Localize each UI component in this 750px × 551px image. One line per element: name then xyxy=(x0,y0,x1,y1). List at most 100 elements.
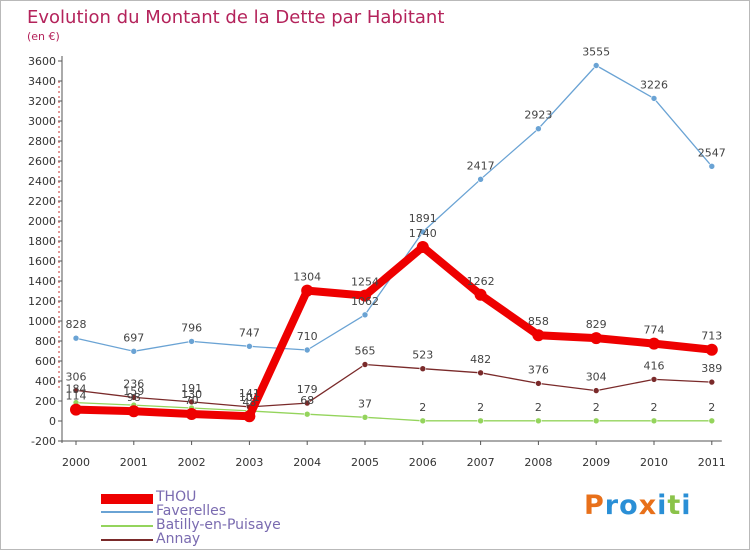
data-point xyxy=(650,95,658,102)
y-tick-label: 0 xyxy=(49,415,56,428)
data-point xyxy=(361,361,369,368)
x-tick-label: 2004 xyxy=(293,456,321,469)
x-tick-label: 2002 xyxy=(178,456,206,469)
data-label: 713 xyxy=(701,330,722,343)
data-label: 2 xyxy=(593,401,600,414)
data-point xyxy=(592,62,600,69)
data-label: 3226 xyxy=(640,78,668,91)
data-point xyxy=(188,338,195,345)
y-tick-label: 1200 xyxy=(28,295,56,308)
data-label: 48 xyxy=(242,396,256,409)
logo-letter: r xyxy=(604,490,620,521)
y-tick-label: 1000 xyxy=(28,315,56,328)
y-tick-label: 1400 xyxy=(28,275,56,288)
data-label: 101 xyxy=(239,391,260,404)
data-label: 141 xyxy=(239,387,260,400)
data-label: 1740 xyxy=(409,227,437,240)
data-point xyxy=(708,417,716,425)
legend-label-thou: THOU xyxy=(156,489,197,505)
x-tick-label: 2001 xyxy=(120,456,148,469)
data-label: 2923 xyxy=(524,109,552,122)
data-label: 482 xyxy=(470,353,491,366)
data-point xyxy=(188,398,195,406)
data-point xyxy=(416,241,429,253)
data-point xyxy=(592,417,600,425)
data-point xyxy=(650,417,658,425)
x-tick-label: 2007 xyxy=(467,456,495,469)
logo-letter: i xyxy=(681,490,692,521)
x-tick-label: 2009 xyxy=(582,456,610,469)
data-label: 37 xyxy=(358,397,372,410)
y-tick-label: 2600 xyxy=(28,155,56,168)
y-tick-label: -200 xyxy=(31,435,56,448)
data-point xyxy=(532,329,545,342)
data-label: 523 xyxy=(412,349,433,362)
data-point xyxy=(361,311,369,319)
proxiti-logo: Proxiti xyxy=(584,490,692,521)
data-label: 697 xyxy=(123,331,144,344)
legend-label-annay: Annay xyxy=(156,531,201,547)
y-tick-label: 800 xyxy=(35,335,56,348)
data-label: 114 xyxy=(66,390,87,403)
data-point xyxy=(477,176,484,183)
data-point xyxy=(477,369,484,377)
data-point xyxy=(650,376,658,383)
data-point xyxy=(303,346,311,354)
y-tick-label: 2200 xyxy=(28,195,56,208)
data-label: 98 xyxy=(127,391,141,404)
data-label: 3555 xyxy=(582,46,610,59)
y-tick-label: 3400 xyxy=(28,75,56,88)
data-point xyxy=(535,125,542,132)
legend-swatch-annay xyxy=(101,539,153,541)
chart-title: Evolution du Montant de la Dette par Hab… xyxy=(27,7,445,28)
y-tick-label: 200 xyxy=(35,395,56,408)
data-label: 829 xyxy=(586,318,607,331)
logo-letter: x xyxy=(638,490,658,521)
y-tick-label: 600 xyxy=(35,355,56,368)
data-point xyxy=(303,410,311,418)
legend-swatch-thou xyxy=(101,494,153,504)
logo-letter: t xyxy=(667,490,682,521)
data-point xyxy=(708,163,716,170)
data-label: 2 xyxy=(477,401,484,414)
series-line-thou xyxy=(72,243,716,421)
x-tick-label: 2006 xyxy=(409,456,437,469)
data-point xyxy=(301,284,314,297)
data-point xyxy=(246,342,253,350)
y-tick-label: 1800 xyxy=(28,235,56,248)
series-line-batilly-en-puisaye xyxy=(75,401,713,422)
x-tick-label: 2011 xyxy=(698,456,726,469)
data-point xyxy=(130,394,138,401)
legend-label-batilly: Batilly-en-Puisaye xyxy=(156,517,281,533)
data-label: 1062 xyxy=(351,295,379,308)
data-point xyxy=(130,347,138,355)
y-tick-label: 3000 xyxy=(28,115,56,128)
data-label: 2 xyxy=(708,401,715,414)
x-tick-label: 2010 xyxy=(640,456,668,469)
data-point xyxy=(72,387,80,394)
data-label: 376 xyxy=(528,363,549,376)
legend-swatch-faverelles xyxy=(101,511,153,513)
data-label: 2 xyxy=(419,401,426,414)
data-label: 236 xyxy=(123,377,144,390)
data-point xyxy=(535,380,542,387)
data-point xyxy=(361,413,369,421)
y-tick-label: 1600 xyxy=(28,255,56,268)
data-label: 130 xyxy=(181,388,202,401)
logo-letter: o xyxy=(619,490,639,521)
data-point xyxy=(477,417,484,425)
data-point xyxy=(303,399,311,407)
data-label: 159 xyxy=(123,385,144,398)
data-label: 796 xyxy=(181,321,202,334)
y-tick-label: 3600 xyxy=(28,55,56,68)
logo-letter: P xyxy=(584,490,605,521)
data-label: 68 xyxy=(300,394,314,407)
data-label: 2 xyxy=(651,401,658,414)
y-tick-label: 400 xyxy=(35,375,56,388)
data-label: 858 xyxy=(528,315,549,328)
data-label: 2417 xyxy=(467,159,495,172)
legend-swatch-batilly xyxy=(101,525,153,527)
series-line-annay xyxy=(75,363,713,408)
